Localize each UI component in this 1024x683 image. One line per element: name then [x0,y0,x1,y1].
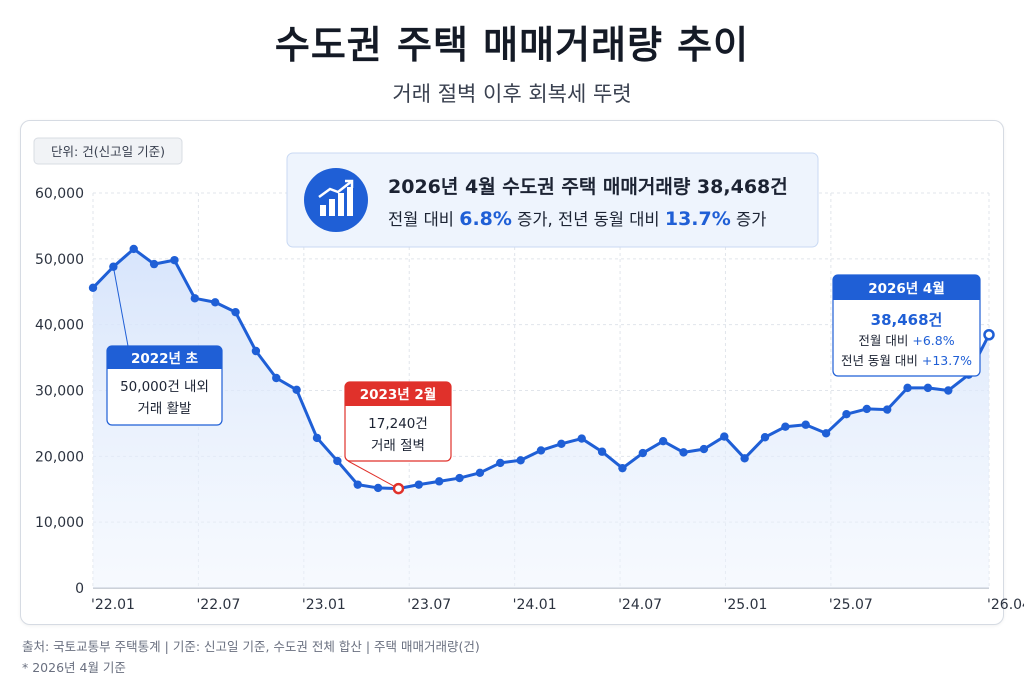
latest-callout-yoy: 전년 동월 대비 +13.7% [841,353,972,368]
peak-callout: 2022년 초 50,000건 내외 거래 활발 [106,345,223,426]
x-tick-label: '23.07 [407,597,451,613]
y-axis-ticks: 0 10,000 20,000 30,000 40,000 50,000 60,000 [35,186,84,597]
data-point [149,259,159,269]
data-point [781,422,790,431]
data-point [821,429,831,438]
low-callout: 2023년 2월 17,240건 거래 절벽 [344,381,452,462]
data-point [170,255,179,265]
data-point [88,283,98,292]
low-leader-line [347,460,399,490]
data-point [944,386,953,395]
data-point [699,444,709,454]
x-tick-label: '22.01 [91,597,135,613]
data-point [923,383,933,393]
data-point [190,294,200,303]
footer-source: 출처: 국토교통부 주택통계 | 기준: 신고일 기준, 수도권 전체 합산 |… [22,639,480,654]
peak-callout-line2: 거래 활발 [138,401,192,417]
data-point [638,448,648,458]
peak-callout-header: 2022년 초 [131,351,199,367]
data-point [496,458,505,468]
summary-mom-value: 6.8% [459,208,512,230]
x-tick-label: '23.01 [302,597,346,613]
peak-callout-line1: 50,000건 내외 [120,379,209,395]
low-callout-line2: 거래 절벽 [371,438,425,454]
summary-box: 2026년 4월 수도권 주택 매매거래량 38,468건 전월 대비 6.8%… [286,152,819,248]
data-point [251,346,261,356]
data-point [272,373,281,383]
low-callout-line1: 17,240건 [368,416,428,432]
data-point [536,446,546,455]
data-point [414,480,424,489]
data-point [434,477,444,486]
data-point [353,480,362,489]
chart-up-icon [318,179,354,216]
x-tick-label: '25.07 [829,597,873,613]
x-tick-label: '25.01 [724,597,768,613]
y-tick-label: 30,000 [35,384,84,400]
latest-callout-mom: 전월 대비 +6.8% [858,333,954,348]
data-point [882,405,892,414]
y-tick-label: 40,000 [35,318,84,334]
data-point [210,298,220,307]
data-point [455,473,464,483]
data-point [903,383,912,393]
data-point [679,448,688,457]
data-point [475,468,485,477]
data-point [618,463,627,473]
data-point [231,307,240,317]
data-point [801,420,810,429]
data-point [333,456,342,466]
data-point [842,410,851,419]
unit-label-pill: 단위: 건(신고일 기준) [33,137,183,165]
summary-headline: 2026년 4월 수도권 주택 매매거래량 38,468건 [388,176,788,198]
data-point [292,385,301,395]
data-point [109,262,118,271]
data-point [516,456,525,465]
latest-callout: 2026년 4월 38,468건 전월 대비 +6.8% 전년 동월 대비 +1… [832,274,981,377]
latest-point [983,329,995,341]
y-tick-label: 50,000 [35,252,84,268]
data-point [658,436,668,446]
data-point [740,454,749,463]
data-point [597,447,607,456]
summary-icon-circle [304,168,368,232]
unit-label: 단위: 건(신고일 기준) [51,144,165,159]
y-tick-label: 20,000 [35,449,84,465]
data-point [373,483,383,493]
footer-note: * 2026년 4월 기준 [22,660,126,675]
x-tick-label: '26.04 [987,597,1024,613]
summary-yoy-value: 13.7% [665,208,731,230]
x-tick-label: '24.01 [513,597,557,613]
latest-callout-value: 38,468건 [871,311,943,329]
data-point [862,404,872,414]
x-axis-ticks: '22.01 '22.07 '23.01 '23.07 '24.01 '24.07 '25.… [91,597,1024,613]
data-point [312,433,322,443]
summary-detail: 전월 대비 6.8% 증가, 전년 동월 대비 13.7% 증가 [388,208,766,230]
low-callout-header: 2023년 2월 [360,386,437,403]
y-tick-label: 10,000 [35,515,84,531]
data-point [557,439,566,449]
area-fill [93,248,989,589]
x-tick-label: '24.07 [618,597,662,613]
latest-callout-header: 2026년 4월 [868,280,945,297]
data-point [720,432,729,441]
x-tick-label: '22.07 [196,597,240,613]
data-point [129,244,138,254]
y-tick-label: 0 [75,581,84,597]
data-point [760,433,770,442]
chart-subtitle: 거래 절벽 이후 회복세 뚜렷 [392,82,632,106]
y-tick-label: 60,000 [35,186,84,202]
chart-title: 수도권 주택 매매거래량 추이 [274,23,750,67]
low-point [392,482,405,495]
data-point [577,434,586,443]
peak-leader-line [112,266,129,347]
